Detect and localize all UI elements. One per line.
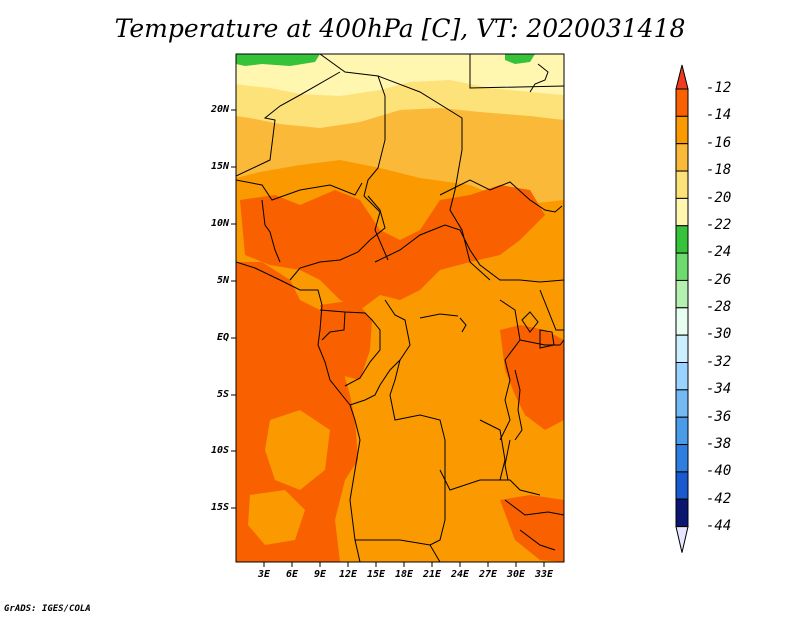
colorbar-label: -12 <box>706 80 732 96</box>
colorbar-band <box>675 225 689 254</box>
fill-green-left <box>236 54 320 66</box>
colorbar-band <box>675 362 689 391</box>
lat-label-10n: 10N <box>210 218 229 229</box>
lon-ticks <box>263 562 545 567</box>
lakes <box>419 63 555 481</box>
colorbar <box>675 64 689 553</box>
colorbar-band-bottom <box>675 498 689 528</box>
colorbar-band <box>675 252 689 281</box>
colorbar-band <box>675 389 689 418</box>
colorbar-label: -16 <box>706 135 732 151</box>
lat-label-15n: 15N <box>210 161 229 172</box>
fill-dark-north <box>240 185 545 310</box>
colorbar-label: -26 <box>706 272 732 288</box>
colorbar-label: -36 <box>706 409 732 425</box>
lon-label-27e: 27E <box>478 569 498 580</box>
colorbar-label: -14 <box>706 107 732 123</box>
colorbar-label: -34 <box>706 381 732 397</box>
fill-orange-patch-3 <box>360 430 410 505</box>
lat-label-10s: 10S <box>210 445 229 456</box>
colorbar-label: -18 <box>706 162 732 178</box>
colorbar-band <box>675 307 689 336</box>
lon-label-9e: 9E <box>313 569 327 580</box>
lat-label-20n: 20N <box>210 104 229 115</box>
lon-label-18e: 18E <box>394 569 414 580</box>
colorbar-band <box>675 115 689 145</box>
map-title: Temperature at 400hPa [C], VT: 202003141… <box>114 14 686 43</box>
colorbar-bottom-arrow <box>675 526 689 553</box>
lon-label-12e: 12E <box>338 569 358 580</box>
colorbar-label: -22 <box>706 217 732 233</box>
lon-label-21e: 21E <box>422 569 442 580</box>
lon-label-30e: 30E <box>506 569 526 580</box>
lon-label-15e: 15E <box>366 569 386 580</box>
colorbar-band <box>675 170 689 199</box>
lat-label-eq: EQ <box>216 332 229 343</box>
lon-label-33e: 33E <box>534 569 554 580</box>
lat-ticks <box>231 109 236 509</box>
colorbar-band <box>675 444 689 473</box>
colorbar-band <box>675 88 689 117</box>
colorbar-label: -28 <box>706 299 732 315</box>
colorbar-band <box>675 143 689 172</box>
colorbar-label: -40 <box>706 463 732 479</box>
credit-text: GrADS: IGES/COLA <box>4 604 91 614</box>
fill-orange-patch-1 <box>265 410 330 490</box>
colorbar-label: -30 <box>706 326 732 342</box>
colorbar-band <box>675 416 689 446</box>
colorbar-label: -20 <box>706 190 732 206</box>
lat-label-5n: 5N <box>216 275 229 286</box>
colorbar-band <box>675 334 689 363</box>
lat-label-15s: 15S <box>210 502 229 513</box>
colorbar-band <box>675 197 689 227</box>
colorbar-label: -44 <box>706 518 732 534</box>
fill-lightest <box>236 54 564 96</box>
fill-green-right <box>505 54 535 64</box>
lon-label-3e: 3E <box>257 569 271 580</box>
colorbar-top-arrow <box>675 64 689 90</box>
lat-label-5s: 5S <box>216 389 229 400</box>
fill-orange-patch-2 <box>248 490 305 545</box>
fill-dark-east <box>500 325 564 430</box>
colorbar-band <box>675 279 689 309</box>
country-borders <box>236 54 564 562</box>
colorbar-band <box>675 471 689 500</box>
colorbar-label: -32 <box>706 354 732 370</box>
colorbar-label: -38 <box>706 436 732 452</box>
lon-label-6e: 6E <box>285 569 299 580</box>
colorbar-label: -24 <box>706 244 732 260</box>
lon-label-24e: 24E <box>450 569 470 580</box>
colorbar-label: -42 <box>706 491 732 507</box>
fill-dark-centre <box>320 300 372 380</box>
map-frame <box>235 53 565 563</box>
temperature-field <box>236 54 564 562</box>
